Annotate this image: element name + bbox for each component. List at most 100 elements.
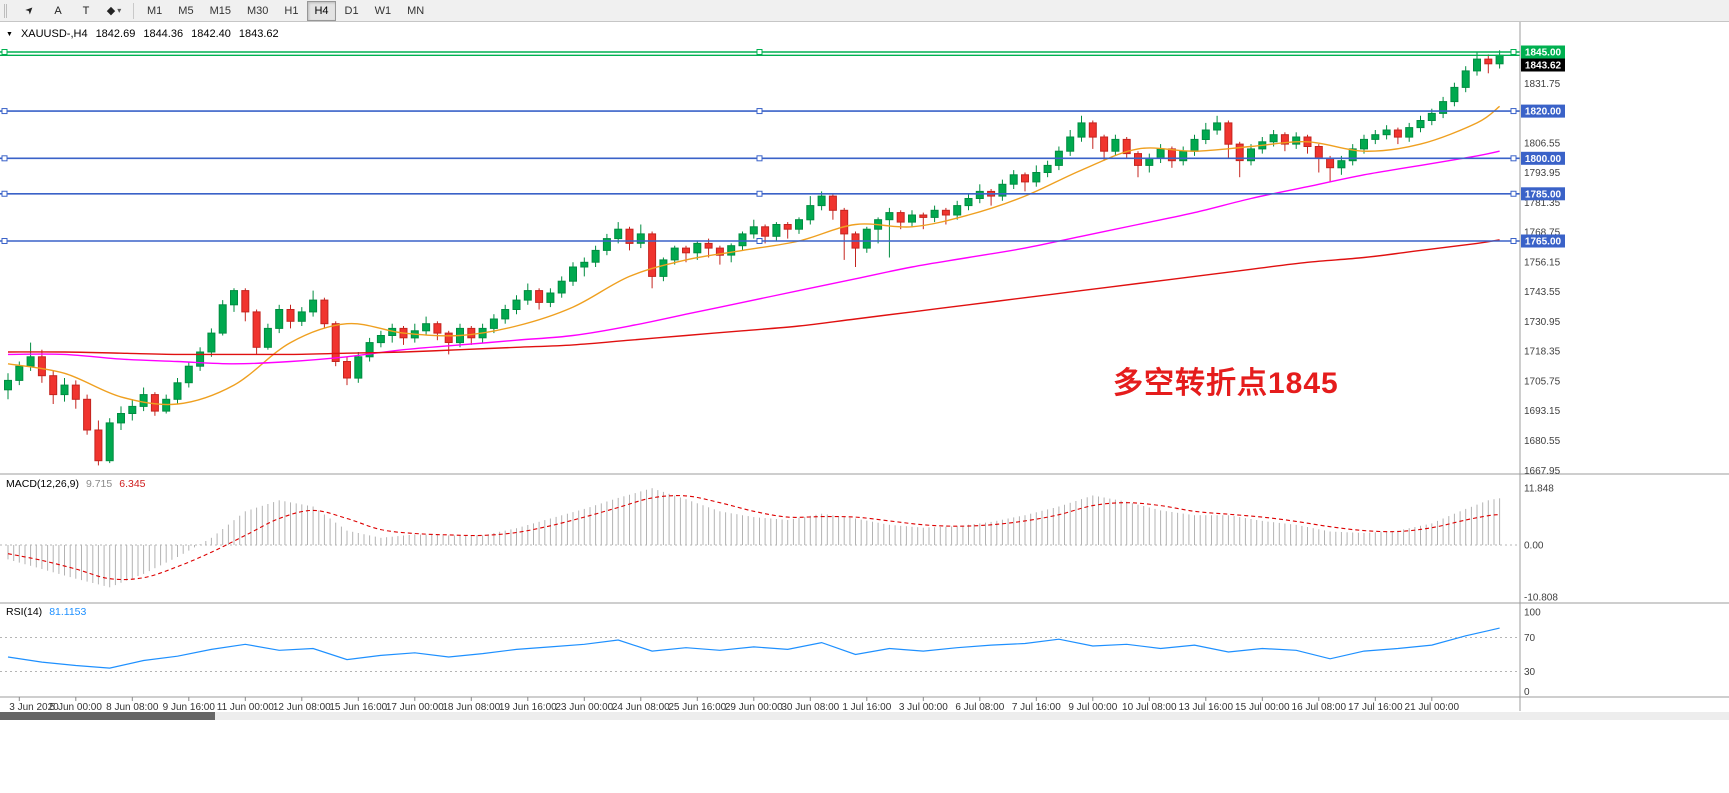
hline-anchor[interactable] [1, 108, 8, 115]
panel-frame [0, 22, 1729, 711]
timeframe-button-m5[interactable]: M5 [178, 4, 194, 17]
ma-fast-line [7, 105, 1501, 406]
svg-text:1743.55: 1743.55 [1524, 287, 1561, 298]
svg-text:1831.75: 1831.75 [1524, 79, 1561, 90]
svg-text:11 Jun 00:00: 11 Jun 00:00 [217, 702, 275, 713]
cursor-tool-button[interactable]: ➤ [17, 1, 43, 21]
timeframe-button-m15[interactable]: M15 [209, 4, 231, 17]
svg-text:1845.00: 1845.00 [1525, 48, 1562, 59]
svg-text:17 Jun 00:00: 17 Jun 00:00 [386, 702, 444, 713]
timeframe-button-mn[interactable]: MN [407, 4, 425, 17]
rsi-label: RSI(14) 81.1153 [6, 606, 86, 618]
scrollbar-track[interactable] [0, 712, 1729, 720]
price-label-1820.00[interactable] [1521, 104, 1565, 118]
macd-main-value: 9.715 [85, 478, 113, 490]
svg-text:1793.95: 1793.95 [1524, 168, 1561, 179]
symbol-expand-icon[interactable]: ▼ [6, 30, 13, 38]
hline-anchor[interactable] [1510, 190, 1517, 197]
svg-text:1667.95: 1667.95 [1524, 466, 1561, 477]
macd-label: MACD(12,26,9) 9.715 6.345 [6, 478, 146, 490]
svg-text:17 Jul 16:00: 17 Jul 16:00 [1348, 702, 1403, 713]
hline-anchor[interactable] [1510, 155, 1517, 162]
svg-text:29 Jun 00:00: 29 Jun 00:00 [725, 702, 783, 713]
low-value: 1842.40 [191, 28, 231, 40]
moving-averages-layer [7, 105, 1501, 406]
svg-text:1705.75: 1705.75 [1524, 377, 1561, 388]
svg-text:1768.75: 1768.75 [1524, 228, 1561, 239]
macd-signal-line [7, 495, 1500, 581]
svg-text:7 Jul 16:00: 7 Jul 16:00 [1012, 702, 1061, 713]
hline-anchor[interactable] [1, 155, 8, 162]
shapes-tool-button[interactable]: ◆ ▾ [101, 1, 127, 21]
hline-anchor[interactable] [1510, 108, 1517, 115]
timeframe-button-h4[interactable]: H4 [307, 0, 336, 21]
svg-text:100: 100 [1524, 608, 1541, 619]
svg-text:1680.55: 1680.55 [1524, 436, 1561, 447]
text-label-icon: A [54, 4, 62, 17]
svg-text:8 Jun 08:00: 8 Jun 08:00 [106, 702, 159, 713]
high-value: 1844.36 [143, 28, 184, 40]
rsi-value: 81.1153 [49, 606, 87, 618]
hline-anchor[interactable] [1510, 238, 1517, 244]
timeframe-button-d1[interactable]: D1 [344, 4, 359, 17]
svg-text:-10.808: -10.808 [1524, 593, 1558, 604]
hline-anchor[interactable] [756, 238, 763, 244]
hline-anchor[interactable] [756, 108, 763, 115]
svg-text:16 Jul 08:00: 16 Jul 08:00 [1292, 702, 1347, 713]
text-tool-button[interactable]: T [73, 1, 99, 21]
price-label-1800.00[interactable] [1521, 151, 1565, 165]
hline-anchor[interactable] [1, 49, 8, 55]
svg-text:11.848: 11.848 [1524, 484, 1554, 495]
chart-annotation: 多空转折点1845 [1113, 367, 1339, 400]
svg-text:0.00: 0.00 [1524, 541, 1544, 552]
symbol-label: XAUUSD-,H4 [20, 28, 88, 40]
timeframe-button-m30[interactable]: M30 [246, 4, 269, 17]
hline-anchor[interactable] [756, 155, 763, 162]
horizontal-lines-layer [0, 49, 1520, 244]
svg-text:1820.00: 1820.00 [1525, 107, 1562, 118]
price-label-1765.00[interactable] [1521, 234, 1565, 248]
horizontal-scrollbar[interactable] [0, 712, 1729, 720]
text-label-tool-button[interactable]: A [45, 1, 71, 21]
svg-text:1781.35: 1781.35 [1524, 198, 1561, 209]
svg-text:25 Jun 16:00: 25 Jun 16:00 [668, 702, 726, 713]
hline-anchor[interactable] [1, 190, 8, 197]
rsi-line [7, 627, 1500, 669]
price-label-1845.00[interactable] [1521, 45, 1565, 59]
svg-text:1785.00: 1785.00 [1525, 189, 1562, 200]
svg-text:21 Jul 00:00: 21 Jul 00:00 [1405, 702, 1460, 713]
price-scale[interactable]: 1831.75 1806.55 1793.95 1781.35 1768.75 1756.… [1521, 45, 1565, 699]
open-value: 1842.69 [95, 28, 136, 40]
svg-text:6 Jul 08:00: 6 Jul 08:00 [955, 702, 1004, 713]
svg-text:3 Jun 2020: 3 Jun 2020 [9, 702, 59, 713]
timeframe-button-m1[interactable]: M1 [147, 4, 163, 17]
hline-anchor[interactable] [756, 190, 763, 197]
hline-anchor[interactable] [1510, 49, 1517, 55]
timeframe-toolbar: M1 M5 M15 M30 H1 H4 D1 W1 MN [139, 0, 432, 21]
timeframe-button-w1[interactable]: W1 [374, 4, 392, 17]
chart-canvas[interactable]: 1831.75 1806.55 1793.95 1781.35 1768.75 1756.… [0, 22, 1729, 793]
svg-text:0: 0 [1524, 687, 1530, 698]
svg-text:5 Jun 00:00: 5 Jun 00:00 [50, 702, 103, 713]
macd-signal-value: 6.345 [119, 478, 146, 490]
scrollbar-thumb[interactable] [0, 712, 215, 720]
svg-text:18 Jun 08:00: 18 Jun 08:00 [442, 702, 500, 713]
svg-text:3 Jul 00:00: 3 Jul 00:00 [899, 702, 948, 713]
svg-text:10 Jul 08:00: 10 Jul 08:00 [1122, 702, 1177, 713]
hline-anchor[interactable] [756, 49, 763, 55]
hline-anchor[interactable] [1, 238, 8, 244]
ma-slow-line [7, 239, 1500, 356]
price-label-1785.00[interactable] [1521, 187, 1565, 201]
timeframe-button-h1[interactable]: H1 [284, 4, 299, 17]
svg-text:1756.15: 1756.15 [1524, 257, 1561, 268]
quote-bar: ▼ XAUUSD-,H4 1842.69 1844.36 1842.40 184… [6, 28, 279, 40]
price-label-1843.62[interactable] [1521, 58, 1565, 72]
toolbar-drag-handle[interactable] [4, 3, 11, 18]
rsi-panel [0, 627, 1520, 672]
candles-layer [4, 50, 1504, 466]
svg-text:9 Jun 16:00: 9 Jun 16:00 [163, 702, 216, 713]
svg-text:19 Jun 16:00: 19 Jun 16:00 [499, 702, 557, 713]
svg-text:1800.00: 1800.00 [1525, 154, 1562, 165]
